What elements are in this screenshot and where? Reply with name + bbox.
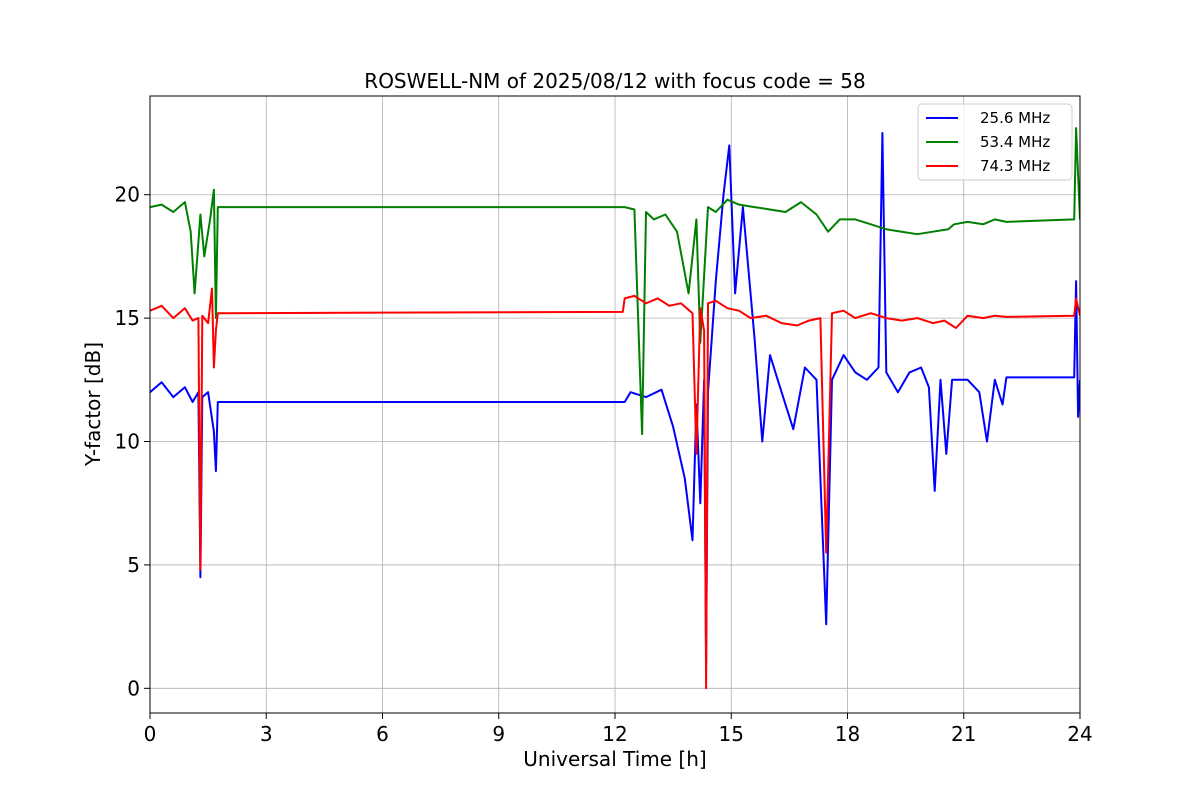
y-tick-label: 15: [115, 306, 140, 330]
x-tick-label: 24: [1067, 722, 1092, 746]
y-axis-label: Y-factor [dB]: [81, 342, 105, 467]
y-tick-label: 5: [127, 553, 140, 577]
x-tick-label: 21: [951, 722, 976, 746]
legend-label: 53.4 MHz: [980, 133, 1050, 151]
x-tick-label: 9: [492, 722, 505, 746]
x-axis-label: Universal Time [h]: [523, 747, 706, 771]
x-tick-label: 3: [260, 722, 273, 746]
x-tick-label: 18: [835, 722, 860, 746]
x-tick-label: 15: [719, 722, 744, 746]
axis-ticks: 0 3 6 9 12 15 18 21 24 0 5 10 15 20: [115, 183, 1093, 746]
y-tick-label: 0: [127, 676, 140, 700]
series-line-2: [150, 287, 1080, 690]
chart-title: ROSWELL-NM of 2025/08/12 with focus code…: [364, 69, 865, 93]
series-line-0: [150, 132, 1080, 665]
y-tick-label: 10: [115, 430, 140, 454]
legend-label: 74.3 MHz: [980, 157, 1050, 175]
legend-label: 25.6 MHz: [980, 109, 1050, 127]
legend: 25.6 MHz 53.4 MHz 74.3 MHz: [917, 103, 1073, 181]
legend-box: [917, 103, 1073, 181]
x-tick-label: 6: [376, 722, 389, 746]
series-lines: [150, 127, 1080, 690]
x-tick-label: 0: [144, 722, 157, 746]
series-line-1: [150, 127, 1080, 436]
x-tick-label: 12: [602, 722, 627, 746]
y-tick-label: 20: [115, 183, 140, 207]
